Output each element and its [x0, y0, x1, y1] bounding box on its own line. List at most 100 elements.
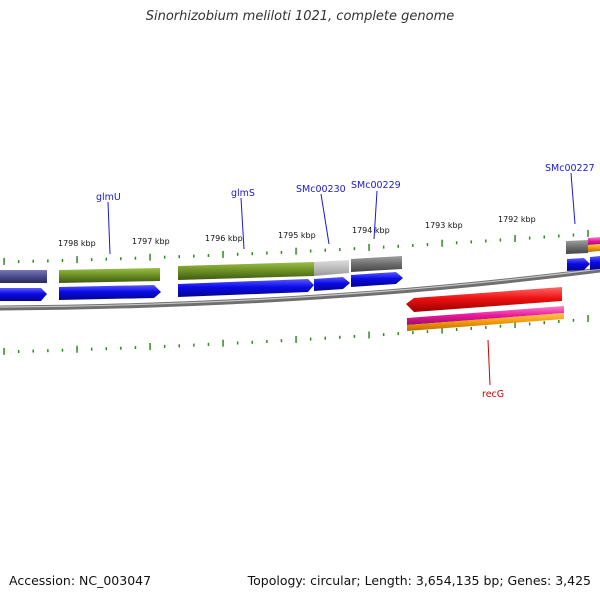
- inner-scale-tick: [353, 334, 356, 338]
- inner-scale-track: [3, 315, 589, 355]
- inner-scale-tick: [178, 344, 180, 348]
- tick-label-1797: 1797 kbp: [132, 237, 170, 246]
- inner-scale-tick: [280, 339, 283, 343]
- cds-arrow-SMc00229[interactable]: [351, 272, 403, 287]
- inner-scale-tick: [587, 315, 589, 322]
- inner-scale-tick: [455, 328, 458, 331]
- inner-scale-tick: [163, 344, 166, 348]
- outer-scale-tick: [266, 251, 268, 255]
- gene-feature-SMc00227[interactable]: [566, 240, 588, 254]
- cds-arrow-SMc00230[interactable]: [314, 277, 350, 291]
- cds-arrow-recG[interactable]: [406, 287, 562, 312]
- genome-backbone: [0, 267, 600, 311]
- leader-SMc00227: [570, 172, 576, 225]
- outer-scale-tick: [90, 258, 93, 262]
- tick-label-1793: 1793 kbp: [425, 221, 463, 230]
- genome-title: Sinorhizobium meliloti 1021, complete ge…: [145, 9, 455, 24]
- inner-scale-tick: [368, 331, 370, 339]
- gene-feature-recG-pink[interactable]: [407, 306, 564, 325]
- gene-feature-recG-orange[interactable]: [407, 313, 564, 331]
- gene-feature-glmU[interactable]: [59, 268, 160, 283]
- outer-scale-tick: [32, 259, 34, 263]
- gene-feature-track: [0, 237, 600, 283]
- outer-scale-track: [3, 229, 589, 265]
- inner-scale-tick: [76, 345, 78, 353]
- cds-arrow-SMc00227[interactable]: [567, 258, 590, 271]
- cds-arrow-left[interactable]: [0, 288, 47, 301]
- gene-label-leaders: [107, 172, 576, 386]
- inner-scale-tick: [207, 342, 210, 346]
- cds-arrow-right-edge[interactable]: [590, 256, 600, 270]
- gene-label-SMc00229[interactable]: SMc00229: [351, 180, 401, 191]
- gene-feature-glmS[interactable]: [178, 262, 314, 280]
- outer-scale-tick: [105, 257, 107, 261]
- inner-scale-tick: [441, 326, 443, 334]
- outer-scale-tick: [558, 234, 560, 238]
- outer-scale-tick: [426, 243, 429, 247]
- outer-scale-tick: [339, 248, 341, 251]
- cds-arrow-glmS[interactable]: [178, 279, 314, 297]
- gene-feature-pink-right[interactable]: [588, 237, 600, 245]
- outer-scale-tick: [149, 253, 151, 261]
- inner-scale-tick: [382, 333, 385, 337]
- inner-scale-tick: [543, 321, 545, 325]
- outer-scale-tick: [76, 256, 78, 264]
- genome-summary-text: Topology: circular; Length: 3,654,135 bp…: [247, 573, 591, 588]
- outer-scale-tick: [193, 254, 195, 258]
- inner-scale-tick: [222, 339, 224, 347]
- accession-text: Accession: NC_003047: [9, 573, 152, 588]
- outer-scale-tick: [280, 250, 283, 254]
- gene-feature-SMc00230[interactable]: [314, 260, 349, 276]
- outer-scale-tick: [441, 239, 443, 247]
- inner-scale-tick: [324, 336, 326, 340]
- outer-scale-tick: [120, 257, 122, 261]
- outer-scale-tick: [222, 250, 224, 258]
- tick-labels: 1798 kbp 1797 kbp 1796 kbp 1795 kbp 1794…: [58, 215, 536, 248]
- gene-feature-SMc00229[interactable]: [351, 256, 402, 272]
- gene-label-glmS[interactable]: glmS: [231, 188, 255, 199]
- gene-label-glmU[interactable]: glmU: [96, 192, 121, 203]
- gene-label-recG[interactable]: recG: [482, 389, 504, 400]
- gene-feature-purple-left[interactable]: [0, 270, 47, 283]
- outer-scale-tick: [324, 248, 326, 252]
- gene-labels: glmU glmS SMc00230 SMc00229 SMc00227 rec…: [96, 163, 595, 400]
- inner-scale-tick: [309, 337, 312, 341]
- inner-scale-tick: [3, 347, 5, 355]
- outer-scale-tick: [397, 244, 399, 248]
- outer-scale-tick: [3, 257, 5, 265]
- inner-scale-tick: [412, 331, 414, 335]
- inner-scale-tick: [572, 318, 575, 322]
- gene-label-SMc00230[interactable]: SMc00230: [296, 184, 346, 195]
- tick-label-1795: 1795 kbp: [278, 231, 316, 240]
- inner-scale-tick: [426, 330, 429, 334]
- cds-arrow-glmU[interactable]: [59, 285, 161, 300]
- inner-scale-tick: [149, 343, 151, 350]
- gene-feature-orange-right[interactable]: [588, 244, 600, 252]
- outer-scale-tick: [295, 247, 297, 255]
- inner-scale-tick: [61, 348, 64, 352]
- inner-scale-tick: [558, 320, 560, 323]
- outer-scale-tick: [17, 260, 20, 264]
- inner-scale-tick: [397, 332, 399, 336]
- reverse-feature-track: [406, 287, 564, 331]
- outer-scale-tick: [368, 243, 370, 251]
- gene-label-SMc00227[interactable]: SMc00227: [545, 163, 595, 174]
- outer-scale-tick: [485, 239, 487, 243]
- inner-scale-tick: [514, 321, 516, 329]
- inner-scale-tick: [499, 324, 502, 328]
- outer-scale-tick: [163, 255, 166, 259]
- tick-label-1794: 1794 kbp: [352, 226, 390, 235]
- tick-label-1792: 1792 kbp: [498, 215, 536, 224]
- leader-SMc00230: [320, 193, 330, 245]
- inner-scale-tick: [47, 349, 49, 353]
- inner-scale-tick: [90, 347, 93, 351]
- leader-glmS: [240, 197, 245, 250]
- inner-scale-tick: [120, 346, 122, 350]
- inner-scale-tick: [32, 349, 34, 353]
- outer-scale-tick: [207, 254, 210, 257]
- outer-scale-tick: [178, 255, 180, 259]
- outer-scale-tick: [251, 252, 253, 256]
- outer-scale-tick: [412, 244, 414, 247]
- inner-scale-tick: [134, 346, 137, 350]
